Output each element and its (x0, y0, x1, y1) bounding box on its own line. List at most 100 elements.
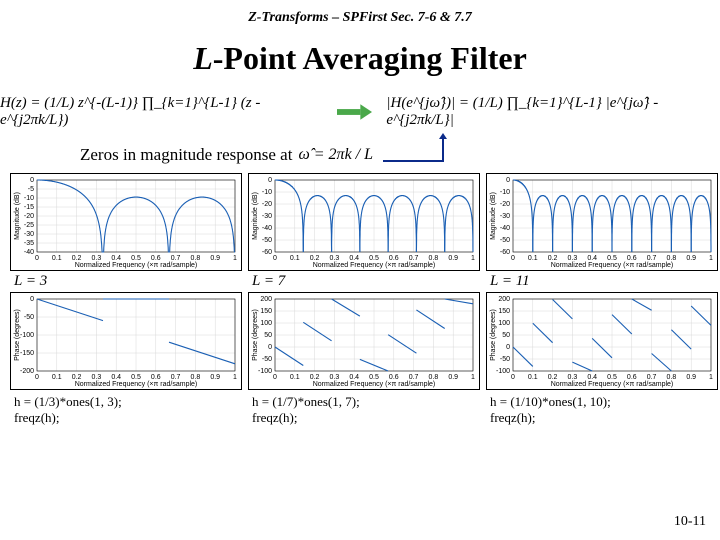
svg-text:50: 50 (502, 332, 510, 339)
svg-text:-35: -35 (24, 240, 34, 247)
chart-column: 00.10.20.30.40.50.60.70.80.91-40-35-30-2… (10, 173, 242, 427)
svg-text:-100: -100 (258, 368, 272, 375)
svg-text:-15: -15 (24, 204, 34, 211)
chart-column: 00.10.20.30.40.50.60.70.80.91-60-50-40-3… (248, 173, 480, 427)
svg-text:0.2: 0.2 (72, 374, 82, 381)
arrow-icon (337, 104, 372, 120)
svg-text:-100: -100 (20, 332, 34, 339)
svg-text:0.4: 0.4 (111, 255, 121, 262)
svg-text:150: 150 (498, 308, 510, 315)
title-letter: L (193, 40, 213, 76)
svg-text:1: 1 (709, 255, 713, 262)
title-rest: -Point Averaging Filter (213, 40, 527, 76)
svg-text:-30: -30 (24, 231, 34, 238)
svg-text:0.4: 0.4 (587, 255, 597, 262)
svg-text:0.7: 0.7 (409, 255, 419, 262)
svg-text:200: 200 (498, 296, 510, 303)
svg-text:0.6: 0.6 (389, 374, 399, 381)
code-snippet: h = (1/7)*ones(1, 7);freqz(h); (252, 394, 480, 427)
svg-text:-60: -60 (262, 249, 272, 256)
svg-text:1: 1 (709, 374, 713, 381)
svg-text:0.1: 0.1 (52, 374, 62, 381)
magnitude-plot: 00.10.20.30.40.50.60.70.80.91-40-35-30-2… (10, 173, 242, 271)
svg-text:1: 1 (471, 374, 475, 381)
svg-text:0.9: 0.9 (686, 374, 696, 381)
svg-text:0.9: 0.9 (448, 374, 458, 381)
svg-text:0: 0 (268, 177, 272, 184)
svg-text:-50: -50 (24, 314, 34, 321)
svg-text:0.5: 0.5 (131, 255, 141, 262)
svg-text:-20: -20 (262, 201, 272, 208)
svg-text:0: 0 (511, 374, 515, 381)
code-snippet: h = (1/10)*ones(1, 10);freqz(h); (490, 394, 718, 427)
connector-line-icon (383, 133, 643, 167)
svg-text:0.3: 0.3 (92, 374, 102, 381)
svg-text:0.8: 0.8 (429, 374, 439, 381)
svg-text:Phase (degrees): Phase (degrees) (490, 309, 497, 361)
zeros-text: Zeros in magnitude response at (80, 145, 292, 165)
svg-text:Normalized Frequency (×π rad/: Normalized Frequency (×π rad/sample) (313, 381, 436, 388)
svg-text:0.3: 0.3 (568, 374, 578, 381)
svg-text:0.5: 0.5 (607, 255, 617, 262)
svg-text:-10: -10 (500, 189, 510, 196)
svg-text:-200: -200 (20, 368, 34, 375)
svg-text:-150: -150 (20, 350, 34, 357)
svg-text:0.8: 0.8 (667, 374, 677, 381)
svg-text:-20: -20 (500, 201, 510, 208)
svg-text:0.3: 0.3 (92, 255, 102, 262)
svg-text:0.7: 0.7 (171, 255, 181, 262)
svg-text:0.4: 0.4 (349, 255, 359, 262)
svg-text:0.2: 0.2 (310, 255, 320, 262)
svg-text:0: 0 (30, 296, 34, 303)
svg-text:0.4: 0.4 (349, 374, 359, 381)
svg-text:Magnitude (dB): Magnitude (dB) (490, 192, 497, 240)
phase-plot: 00.10.20.30.40.50.60.70.80.91-200-150-10… (10, 292, 242, 390)
svg-text:200: 200 (260, 296, 272, 303)
svg-text:Magnitude (dB): Magnitude (dB) (252, 192, 259, 240)
svg-text:Normalized Frequency (×π rad/: Normalized Frequency (×π rad/sample) (551, 262, 674, 269)
l-label: L = 7 (252, 273, 480, 290)
equation-left: H(z) = (1/L) z^{-(L-1)} ∏_{k=1}^{L-1} (z… (0, 95, 323, 129)
svg-text:Phase (degrees): Phase (degrees) (252, 309, 259, 361)
svg-text:-10: -10 (262, 189, 272, 196)
svg-text:-50: -50 (500, 237, 510, 244)
svg-text:-10: -10 (24, 195, 34, 202)
svg-text:0.7: 0.7 (647, 374, 657, 381)
svg-text:-40: -40 (262, 225, 272, 232)
l-label: L = 11 (490, 273, 718, 290)
svg-text:-5: -5 (28, 186, 34, 193)
svg-text:-20: -20 (24, 213, 34, 220)
svg-text:0.6: 0.6 (151, 255, 161, 262)
svg-text:100: 100 (498, 320, 510, 327)
svg-text:100: 100 (260, 320, 272, 327)
magnitude-plot: 00.10.20.30.40.50.60.70.80.91-60-50-40-3… (248, 173, 480, 271)
svg-text:0.1: 0.1 (52, 255, 62, 262)
svg-text:-30: -30 (262, 213, 272, 220)
svg-text:-40: -40 (500, 225, 510, 232)
svg-text:0: 0 (273, 255, 277, 262)
svg-text:0.9: 0.9 (210, 374, 220, 381)
svg-text:0.4: 0.4 (587, 374, 597, 381)
svg-text:0.5: 0.5 (369, 374, 379, 381)
slide-header: Z-Transforms – SPFirst Sec. 7-6 & 7.7 (0, 0, 720, 26)
phase-plot: 00.10.20.30.40.50.60.70.80.91-100-500501… (486, 292, 718, 390)
svg-text:-30: -30 (500, 213, 510, 220)
svg-text:0.6: 0.6 (627, 255, 637, 262)
svg-text:0.2: 0.2 (310, 374, 320, 381)
svg-text:1: 1 (233, 255, 237, 262)
charts-row: 0 0.1 0.2 0.3 0.4 0.5 0.6 0.7 0.8 0.9 1 -40 -35 -30 -2… (0, 167, 720, 427)
svg-text:0.1: 0.1 (528, 255, 538, 262)
svg-text:Normalized Frequency (×π rad/: Normalized Frequency (×π rad/sample) (75, 381, 198, 388)
magnitude-plot: 00.10.20.30.40.50.60.70.80.91-60-50-40-3… (486, 173, 718, 271)
svg-text:0.5: 0.5 (607, 374, 617, 381)
equation-row: H(z) = (1/L) z^{-(L-1)} ∏_{k=1}^{L-1} (z… (0, 95, 720, 129)
svg-text:0.9: 0.9 (210, 255, 220, 262)
svg-text:-50: -50 (262, 356, 272, 363)
svg-text:Normalized Frequency (×π rad/: Normalized Frequency (×π rad/sample) (313, 262, 436, 269)
svg-text:0: 0 (506, 344, 510, 351)
svg-text:0.3: 0.3 (568, 255, 578, 262)
svg-text:-50: -50 (500, 356, 510, 363)
svg-text:0.7: 0.7 (171, 374, 181, 381)
svg-text:0.5: 0.5 (369, 255, 379, 262)
code-snippet: h = (1/3)*ones(1, 3);freqz(h); (14, 394, 242, 427)
